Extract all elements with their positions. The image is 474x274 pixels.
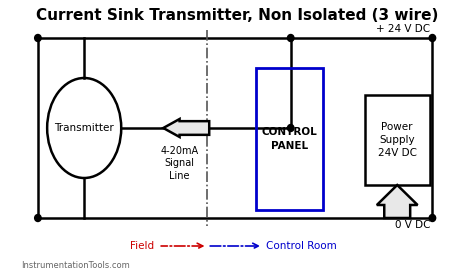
Polygon shape	[377, 185, 418, 218]
Text: Field: Field	[130, 241, 155, 251]
Circle shape	[287, 124, 294, 132]
Polygon shape	[163, 119, 209, 137]
Circle shape	[287, 35, 294, 41]
Text: Current Sink Transmitter, Non Isolated (3 wire): Current Sink Transmitter, Non Isolated (…	[36, 8, 438, 23]
Circle shape	[429, 215, 436, 221]
Circle shape	[35, 35, 41, 41]
Circle shape	[35, 215, 41, 221]
Bar	[365, 95, 429, 185]
Text: Power
Supply
24V DC: Power Supply 24V DC	[378, 122, 417, 158]
Circle shape	[429, 35, 436, 41]
Text: 4-20mA
Signal
Line: 4-20mA Signal Line	[161, 146, 199, 181]
Text: CONTROL
PANEL: CONTROL PANEL	[262, 127, 318, 151]
Text: InstrumentationTools.com: InstrumentationTools.com	[21, 261, 130, 270]
Text: 0 V DC: 0 V DC	[395, 220, 430, 230]
Bar	[256, 68, 323, 210]
Text: + 24 V DC: + 24 V DC	[376, 24, 430, 34]
Text: Transmitter: Transmitter	[55, 123, 114, 133]
Text: Control Room: Control Room	[266, 241, 337, 251]
